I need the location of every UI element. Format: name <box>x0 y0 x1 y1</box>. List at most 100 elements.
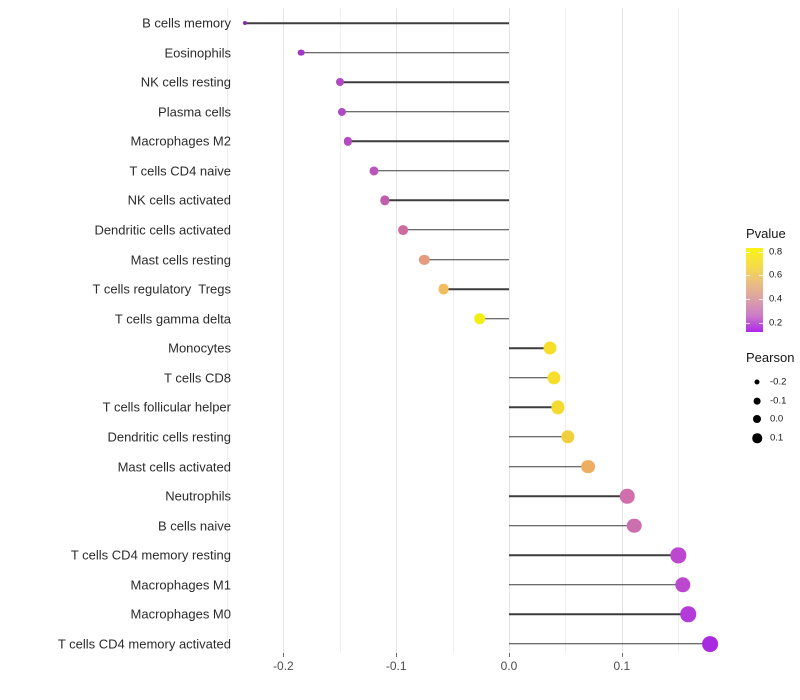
colorbar-tick-label: 0.6 <box>769 269 783 281</box>
lollipop-stem <box>509 643 710 645</box>
category-label: Eosinophils <box>164 45 232 61</box>
pearson-key-label: 0.0 <box>770 413 784 425</box>
x-tick-label: -0.2 <box>273 659 294 673</box>
lollipop-stem <box>479 317 509 320</box>
category-label: Macrophages M0 <box>130 606 231 622</box>
x-tick-label: 0.0 <box>500 659 518 673</box>
lollipop-stem <box>424 258 509 261</box>
lollipop-stem <box>443 288 509 290</box>
data-point-dot <box>701 636 718 652</box>
category-label: B cells naive <box>158 518 231 534</box>
x-tick <box>396 653 398 657</box>
data-point-dot <box>670 547 686 563</box>
data-point-dot <box>419 254 430 265</box>
colorbar-tick <box>746 251 750 253</box>
x-tick-label: -0.1 <box>385 659 407 673</box>
category-label: Macrophages M2 <box>130 133 231 149</box>
category-label: T cells regulatory Tregs <box>92 281 231 297</box>
pearson-key-dot <box>753 397 761 405</box>
lollipop-stem <box>509 584 683 586</box>
lollipop-stem <box>509 495 628 497</box>
lollipop-stem <box>509 436 568 438</box>
category-label: Neutrophils <box>165 488 231 504</box>
pvalue-legend: Pvalue 0.8 0.6 0.4 0.2 <box>746 226 786 332</box>
lollipop-stem <box>509 613 689 616</box>
minor-gridline <box>678 8 680 653</box>
lollipop-stem <box>384 199 509 202</box>
pearson-key-dot <box>752 433 762 443</box>
lollipop-stem <box>509 465 588 468</box>
lollipop-stem <box>402 229 509 231</box>
data-point-dot <box>675 577 691 593</box>
minor-gridline <box>565 8 567 653</box>
pearson-size-key: 0.0 <box>746 410 794 429</box>
colorbar-tick <box>759 322 763 324</box>
pearson-size-keys: -0.2 -0.1 0.0 0.1 <box>746 373 794 447</box>
lollipop-stem <box>373 170 509 172</box>
colorbar-tick-label: 0.4 <box>769 293 783 305</box>
pearson-key-dot <box>753 415 761 424</box>
category-label: T cells follicular helper <box>102 399 231 415</box>
pearson-size-key: -0.1 <box>746 392 794 411</box>
colorbar-tick <box>759 298 763 300</box>
category-label: B cells memory <box>142 15 231 31</box>
data-point-dot <box>243 20 248 26</box>
x-tick <box>509 653 510 657</box>
data-point-dot <box>626 518 642 533</box>
category-label: Monocytes <box>168 340 231 356</box>
pearson-size-key: -0.2 <box>746 373 794 392</box>
lollipop-stem <box>509 377 555 379</box>
pearson-legend-title: Pearson <box>746 350 795 365</box>
category-label: T cells CD4 naive <box>129 163 231 179</box>
data-point-dot <box>581 459 595 474</box>
data-point-dot <box>550 400 565 415</box>
data-point-dot <box>335 78 344 87</box>
category-label: Macrophages M1 <box>130 577 231 593</box>
pearson-key-label: -0.1 <box>770 395 787 407</box>
category-label: Dendritic cells activated <box>94 222 231 238</box>
category-label: T cells CD4 memory resting <box>70 547 231 563</box>
pvalue-legend-title: Pvalue <box>746 226 786 241</box>
x-tick-label: 0.1 <box>613 659 631 673</box>
category-label: T cells gamma delta <box>114 311 231 327</box>
data-point-dot <box>620 488 635 504</box>
lollipop-stem <box>301 51 509 54</box>
data-point-dot <box>338 107 347 116</box>
category-label: Mast cells resting <box>130 252 231 268</box>
lollipop-stem <box>339 81 509 83</box>
data-point-dot <box>680 606 697 623</box>
data-point-dot <box>473 312 486 325</box>
colorbar-tick <box>746 322 750 324</box>
colorbar-tick <box>746 275 750 277</box>
colorbar-tick <box>759 275 763 277</box>
category-label: Plasma cells <box>158 104 231 120</box>
category-label: NK cells resting <box>140 74 231 90</box>
x-tick <box>621 653 623 657</box>
lollipop-stem <box>342 110 509 113</box>
category-label: T cells CD8 <box>164 370 231 386</box>
data-point-dot <box>438 283 449 295</box>
minor-gridline <box>339 8 341 653</box>
colorbar-tick <box>746 298 750 300</box>
data-point-dot <box>398 225 408 235</box>
colorbar-tick-label: 0.2 <box>769 317 783 329</box>
pearson-key-label: -0.2 <box>770 376 787 388</box>
pearson-size-key: 0.1 <box>746 429 794 448</box>
pearson-key-dot <box>754 379 760 385</box>
lollipop-stem <box>509 554 679 557</box>
category-label: T cells CD4 memory activated <box>57 636 231 652</box>
minor-gridline <box>227 8 228 653</box>
major-gridline <box>396 8 398 653</box>
data-point-dot <box>343 137 352 146</box>
major-gridline <box>621 8 623 653</box>
category-label: Dendritic cells resting <box>107 429 231 445</box>
minor-gridline <box>452 8 454 653</box>
major-gridline <box>283 8 285 653</box>
lollipop-stem <box>509 524 635 527</box>
category-label: Mast cells activated <box>117 459 231 475</box>
data-point-dot <box>560 430 575 444</box>
pearson-legend: Pearson -0.2 -0.1 0.0 0.1 <box>746 350 794 447</box>
major-gridline <box>509 8 510 653</box>
pvalue-colorbar-gradient: 0.8 0.6 0.4 0.2 <box>746 246 782 332</box>
